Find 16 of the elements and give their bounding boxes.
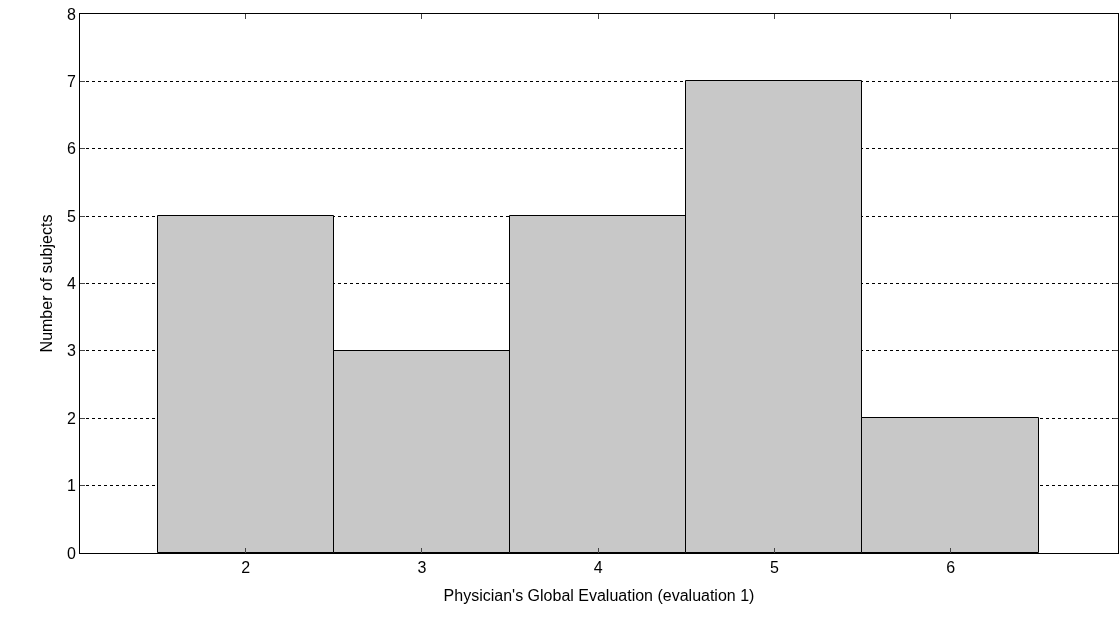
- y-tick-label: 0: [66, 544, 76, 562]
- x-tick-label: 6: [946, 559, 956, 577]
- y-tick-label: 8: [66, 5, 76, 23]
- y-tick-label: 1: [66, 477, 76, 495]
- y-tick-label: 2: [66, 409, 76, 427]
- x-tick-label: 4: [593, 559, 603, 577]
- y-tick-label: 4: [66, 275, 76, 293]
- y-axis-title: Number of subjects: [37, 214, 55, 353]
- x-tick-label: 3: [417, 559, 427, 577]
- y-tick-label: 7: [66, 72, 76, 90]
- y-tick-label: 3: [66, 342, 76, 360]
- y-tick-label: 5: [66, 207, 76, 225]
- x-tick-label: 5: [769, 559, 779, 577]
- x-axis-title: Physician's Global Evaluation (evaluation 1): [443, 586, 755, 604]
- x-tick-label: 2: [241, 559, 251, 577]
- y-tick-label: 6: [66, 140, 76, 158]
